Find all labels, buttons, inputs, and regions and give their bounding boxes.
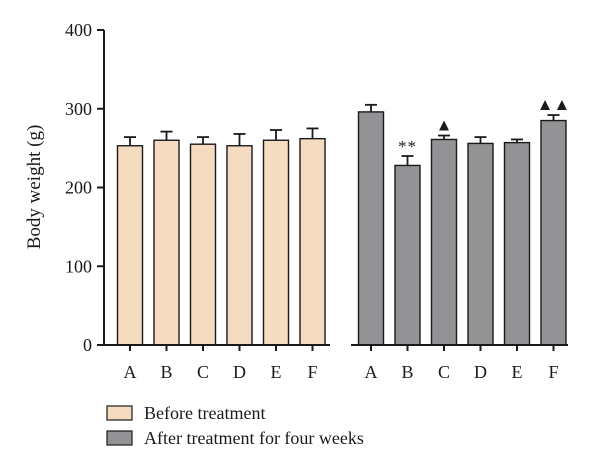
bar — [357, 111, 385, 346]
bar — [430, 138, 458, 346]
significance-mark: ** — [398, 137, 417, 156]
bar — [394, 164, 421, 346]
bar — [540, 119, 567, 346]
bar — [116, 145, 144, 346]
x-tick-label: E — [512, 362, 523, 382]
bar — [153, 139, 180, 346]
bar — [262, 139, 290, 346]
legend-swatch — [106, 405, 133, 421]
y-tick-label: 300 — [65, 99, 92, 119]
x-tick-label: A — [124, 362, 137, 382]
legend-label: Before treatment — [144, 403, 265, 423]
x-tick-label: C — [197, 362, 209, 382]
bar — [467, 142, 494, 346]
plot-area: **▲▲▲ — [116, 95, 571, 346]
significance-mark: ▲▲ — [537, 95, 571, 114]
bar — [299, 137, 326, 346]
x-tick-label: D — [474, 362, 487, 382]
y-tick-label: 0 — [83, 335, 92, 355]
y-tick-label: 100 — [65, 256, 92, 276]
y-tick-label: 200 — [65, 178, 92, 198]
y-axis-ticks: 0 100 200 300 400 — [65, 20, 104, 355]
y-tick-label: 400 — [65, 20, 92, 40]
bar — [226, 145, 253, 346]
legend: Before treatment After treatment for four… — [106, 403, 364, 448]
legend-label: After treatment for four weeks — [144, 428, 364, 448]
x-tick-label: E — [271, 362, 282, 382]
x-tick-label: F — [548, 362, 558, 382]
bar — [503, 141, 531, 346]
x-tick-label: B — [160, 362, 172, 382]
x-tick-label: C — [438, 362, 450, 382]
x-tick-label: B — [401, 362, 413, 382]
y-axis-title: Body weight (g) — [24, 125, 45, 250]
significance-mark: ▲ — [436, 116, 453, 135]
x-tick-label: A — [365, 362, 378, 382]
x-tick-label: F — [307, 362, 317, 382]
legend-swatch — [106, 430, 133, 446]
bar — [189, 143, 217, 346]
x-tick-label: D — [233, 362, 246, 382]
